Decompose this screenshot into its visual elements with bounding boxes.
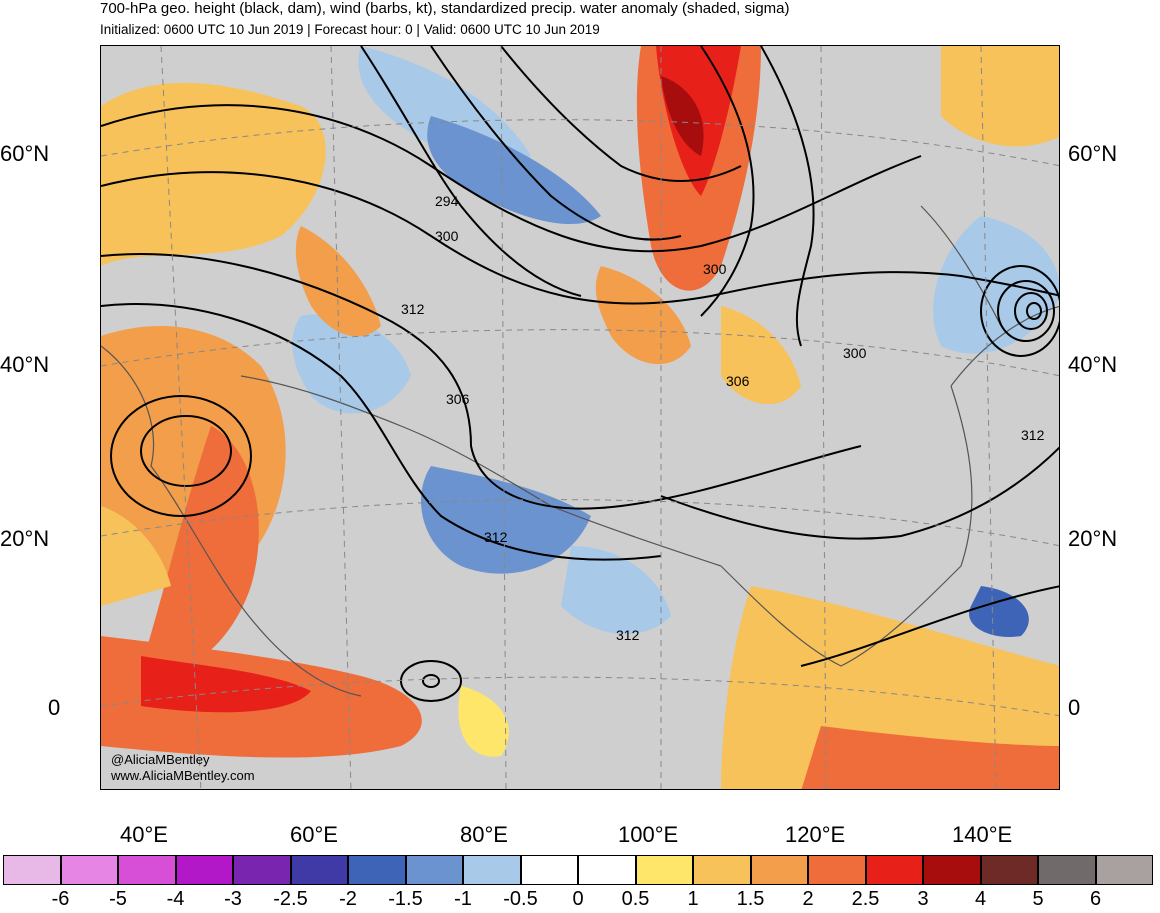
colorbar-label: 3 xyxy=(917,888,929,910)
contour-label: 312 xyxy=(616,627,640,643)
colorbar-cell xyxy=(1038,855,1096,885)
colorbar-cell xyxy=(693,855,751,885)
colorbar-label: 6 xyxy=(1089,888,1102,910)
colorbar-label: -3 xyxy=(224,888,242,910)
contour-label: 300 xyxy=(843,345,867,361)
colorbar-cell xyxy=(980,855,1038,885)
colorbar-label: -1.5 xyxy=(388,888,423,910)
colorbar-cell xyxy=(233,855,291,885)
contour-labels: 294 300 312 306 300 306 300 312 312 312 xyxy=(401,193,1045,643)
colorbar-cell xyxy=(635,855,693,885)
colorbar-label: 5 xyxy=(1032,888,1044,910)
colorbar-label: -0.5 xyxy=(503,888,538,910)
colorbar-cell xyxy=(405,855,463,885)
credit-handle: @AliciaMBentley xyxy=(111,752,210,767)
colorbar-cell xyxy=(463,855,521,885)
weather-map-graphic: 294 300 312 306 300 306 300 312 312 312 xyxy=(101,46,1059,789)
credit-url: www.AliciaMBentley.com xyxy=(111,768,255,783)
contour-label: 312 xyxy=(484,529,508,545)
contour-label: 312 xyxy=(401,301,425,317)
colorbar-label: 2 xyxy=(802,888,814,910)
lon-label: 140°E xyxy=(952,822,1013,847)
map-title: 700-hPa geo. height (black, dam), wind (… xyxy=(100,0,790,17)
contour-label: 312 xyxy=(1021,427,1045,443)
colorbar-label: 4 xyxy=(974,888,987,910)
colorbar-label: 2.5 xyxy=(851,888,880,910)
colorbar-cell xyxy=(348,855,406,885)
colorbar-cell xyxy=(175,855,233,885)
colorbar-label: 0.5 xyxy=(621,888,650,910)
colorbar-cell xyxy=(3,855,61,885)
coastlines xyxy=(101,205,1059,697)
colorbar-cell xyxy=(1095,855,1153,885)
lat-label-right: 20°N xyxy=(1068,526,1118,551)
colorbar-cell xyxy=(578,855,636,885)
colorbar-label: -6 xyxy=(51,888,70,910)
colorbar-cell xyxy=(118,855,176,885)
colorbar-cell xyxy=(750,855,808,885)
graticule xyxy=(101,46,1059,789)
colorbar-label: 1.5 xyxy=(736,888,765,910)
lat-label-left: 40°N xyxy=(0,352,50,377)
contour-label: 306 xyxy=(726,373,750,389)
colorbar-label: 0 xyxy=(572,888,584,910)
lon-label: 80°E xyxy=(460,822,508,847)
map-panel: 294 300 312 306 300 306 300 312 312 312 … xyxy=(100,45,1060,790)
contour-label: 294 xyxy=(435,193,459,209)
contour-label: 306 xyxy=(446,391,470,407)
lat-label-left: 60°N xyxy=(0,141,50,166)
lat-label-left: 20°N xyxy=(0,526,50,551)
colorbar-cell xyxy=(520,855,578,885)
colorbar-cell xyxy=(923,855,981,885)
lon-label: 100°E xyxy=(618,822,679,847)
lon-label: 60°E xyxy=(290,822,338,847)
lon-label: 40°E xyxy=(120,822,168,847)
colorbar xyxy=(3,855,1153,885)
colorbar-label: 1 xyxy=(687,888,699,910)
contour-label: 300 xyxy=(703,261,727,277)
lat-label-left: 0 xyxy=(48,695,61,720)
colorbar-label: -4 xyxy=(166,888,185,910)
colorbar-cell xyxy=(290,855,348,885)
colorbar-cell xyxy=(808,855,866,885)
colorbar-cell xyxy=(865,855,923,885)
colorbar-label: -5 xyxy=(109,888,127,910)
colorbar-cell xyxy=(60,855,118,885)
colorbar-label: -2.5 xyxy=(273,888,308,910)
anomaly-shading xyxy=(101,46,1059,789)
lat-label-right: 60°N xyxy=(1068,141,1118,166)
colorbar-label: -1 xyxy=(454,888,472,910)
colorbar-label: -2 xyxy=(339,888,357,910)
lat-label-right: 40°N xyxy=(1068,352,1118,377)
contour-label: 300 xyxy=(435,228,459,244)
lon-label: 120°E xyxy=(785,822,846,847)
map-subtitle: Initialized: 0600 UTC 10 Jun 2019 | Fore… xyxy=(100,22,600,37)
lat-label-right: 0 xyxy=(1068,695,1081,720)
height-contours xyxy=(101,46,1059,702)
